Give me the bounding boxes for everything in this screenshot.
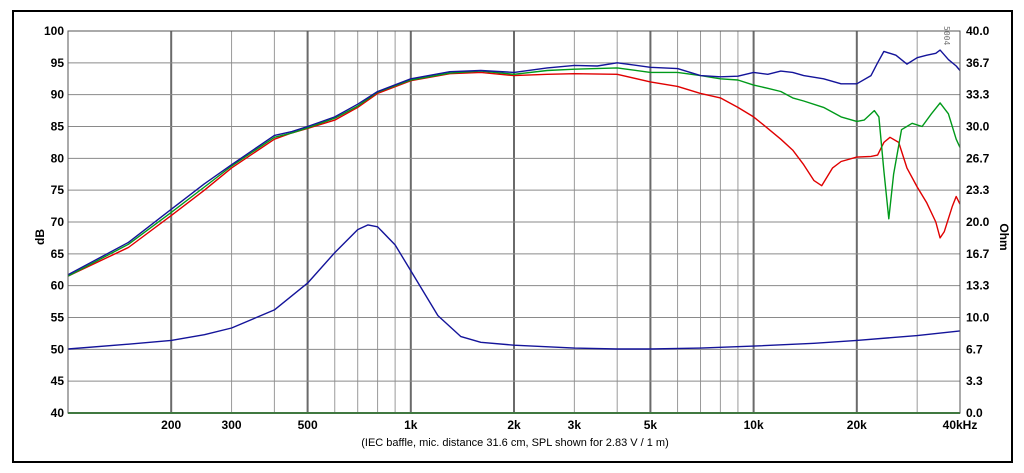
- y2-tick-label: 20.0: [966, 215, 990, 229]
- x-tick-label: 2k: [507, 418, 521, 432]
- x-tick-label: 3k: [568, 418, 582, 432]
- y2-tick-label: 0.0: [966, 406, 983, 420]
- x-tick-label: 1k: [404, 418, 418, 432]
- x-tick-label: 200: [161, 418, 181, 432]
- chart-caption: (IEC baffle, mic. distance 31.6 cm, SPL …: [361, 437, 669, 449]
- y-tick-label: 55: [51, 311, 65, 325]
- chart-grid: [68, 31, 960, 414]
- y2-tick-label: 10.0: [966, 311, 990, 325]
- tick-labels: 200 300 500 1k 2k 3k 5k 10k 20k 40kHz 40 45 50 55 60 65…: [44, 24, 990, 432]
- y-tick-label: 50: [51, 342, 65, 356]
- x-tick-label: 300: [222, 418, 242, 432]
- y-tick-label: 90: [51, 88, 65, 102]
- y-axis-label-left: dB: [33, 229, 47, 245]
- y-tick-label: 80: [51, 151, 65, 165]
- y-tick-label: 85: [51, 120, 65, 134]
- x-tick-label: 20k: [847, 418, 867, 432]
- y-tick-label: 65: [51, 247, 65, 261]
- y2-tick-label: 40.0: [966, 24, 990, 38]
- y2-tick-label: 13.3: [966, 279, 990, 293]
- x-tick-label: 10k: [744, 418, 764, 432]
- impedance-curve: [67, 224, 961, 350]
- y-tick-label: 100: [44, 24, 64, 38]
- spl-curve-red: [67, 71, 961, 277]
- spl-curve-green: [67, 67, 961, 277]
- y2-tick-label: 30.0: [966, 120, 990, 134]
- y-axis-label-right: Ohm: [997, 223, 1011, 250]
- x-tick-label: 500: [298, 418, 318, 432]
- y-tick-label: 45: [51, 374, 65, 388]
- y-tick-label: 40: [51, 406, 65, 420]
- y-tick-label: 60: [51, 279, 65, 293]
- series-layer: [67, 49, 961, 350]
- x-tick-label: 40kHz: [943, 418, 978, 432]
- x-tick-label: 5k: [644, 418, 658, 432]
- y-tick-label: 70: [51, 215, 65, 229]
- y2-tick-label: 36.7: [966, 56, 990, 70]
- chart-frame: [12, 10, 1013, 463]
- y2-tick-label: 26.7: [966, 151, 990, 165]
- corner-mark: 5004: [942, 26, 951, 45]
- plot-area: [67, 30, 961, 414]
- y-tick-label: 95: [51, 56, 65, 70]
- y2-tick-label: 33.3: [966, 88, 990, 102]
- spl-curve-blue: [67, 49, 961, 276]
- y2-tick-label: 23.3: [966, 183, 990, 197]
- y-tick-label: 75: [51, 183, 65, 197]
- y2-tick-label: 3.3: [966, 374, 983, 388]
- y2-tick-label: 16.7: [966, 247, 990, 261]
- y2-tick-label: 6.7: [966, 342, 983, 356]
